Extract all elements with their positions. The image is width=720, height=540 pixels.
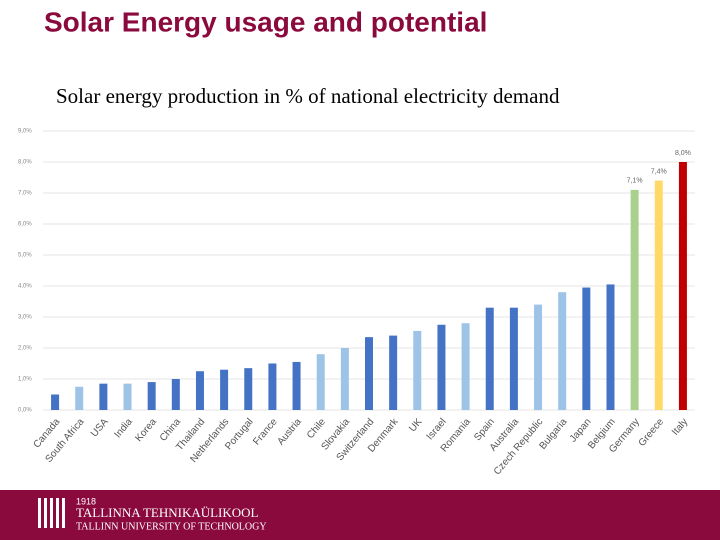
y-tick-label: 5,0% bbox=[18, 253, 32, 259]
bar bbox=[292, 361, 301, 410]
bar bbox=[534, 304, 543, 410]
y-tick-label: 0,0% bbox=[18, 408, 32, 414]
data-label: 7,4% bbox=[651, 168, 667, 175]
bar bbox=[558, 292, 567, 410]
bar bbox=[268, 363, 277, 410]
x-tick-label: Chile bbox=[305, 416, 328, 441]
bar bbox=[244, 368, 253, 410]
y-tick-label: 4,0% bbox=[18, 284, 32, 290]
bar bbox=[389, 335, 398, 410]
footer-band bbox=[0, 490, 720, 540]
y-tick-label: 8,0% bbox=[18, 160, 32, 166]
bar bbox=[582, 287, 591, 410]
bar bbox=[461, 323, 470, 410]
x-tick-label: USA bbox=[89, 416, 111, 439]
bar bbox=[171, 379, 180, 410]
x-tick-label: France bbox=[251, 416, 280, 447]
x-tick-label: UK bbox=[407, 416, 425, 434]
subtitle: Solar energy production in % of national… bbox=[56, 84, 560, 108]
x-tick-label: India bbox=[112, 416, 135, 440]
bar bbox=[485, 307, 494, 410]
y-tick-label: 2,0% bbox=[18, 346, 32, 352]
bar bbox=[195, 371, 204, 410]
y-tick-label: 7,0% bbox=[18, 191, 32, 197]
data-label: 8,0% bbox=[675, 150, 691, 157]
bar bbox=[220, 369, 229, 410]
footer-name-en: TALLINN UNIVERSITY OF TECHNOLOGY bbox=[76, 521, 267, 532]
bar bbox=[316, 354, 325, 410]
footer-name: TALLINNA TEHNIKAÜLIKOOL bbox=[76, 505, 259, 520]
bar bbox=[606, 284, 615, 410]
bar bbox=[99, 383, 108, 410]
logo-mark bbox=[38, 498, 65, 528]
footer-year: 1918 bbox=[76, 496, 96, 506]
y-tick-label: 3,0% bbox=[18, 315, 32, 321]
x-tick-label: Korea bbox=[133, 416, 159, 444]
bar bbox=[365, 337, 373, 410]
bar bbox=[654, 180, 663, 410]
y-tick-label: 6,0% bbox=[18, 222, 32, 228]
bar bbox=[678, 162, 687, 410]
bar bbox=[75, 386, 84, 410]
bar bbox=[123, 383, 132, 410]
x-tick-label: Austria bbox=[275, 416, 304, 447]
bar bbox=[340, 348, 349, 410]
x-tick-label: Italy bbox=[670, 417, 690, 438]
slide-title: Solar Energy usage and potential bbox=[44, 6, 487, 37]
y-tick-label: 9,0% bbox=[18, 129, 32, 135]
bar bbox=[630, 189, 639, 410]
x-tick-label: Greece bbox=[637, 416, 667, 449]
bar bbox=[509, 307, 518, 410]
bar bbox=[51, 394, 60, 410]
bar bbox=[147, 382, 156, 410]
data-label: 7,1% bbox=[627, 178, 643, 185]
bar bbox=[437, 324, 446, 410]
y-tick-label: 1,0% bbox=[18, 377, 32, 383]
plot: 0,0% 1,0% 2,0% 3,0% 4,0% 5,0% 6,0% 7,0% 8,0% 9,0%… bbox=[18, 129, 695, 477]
bar bbox=[413, 330, 422, 410]
